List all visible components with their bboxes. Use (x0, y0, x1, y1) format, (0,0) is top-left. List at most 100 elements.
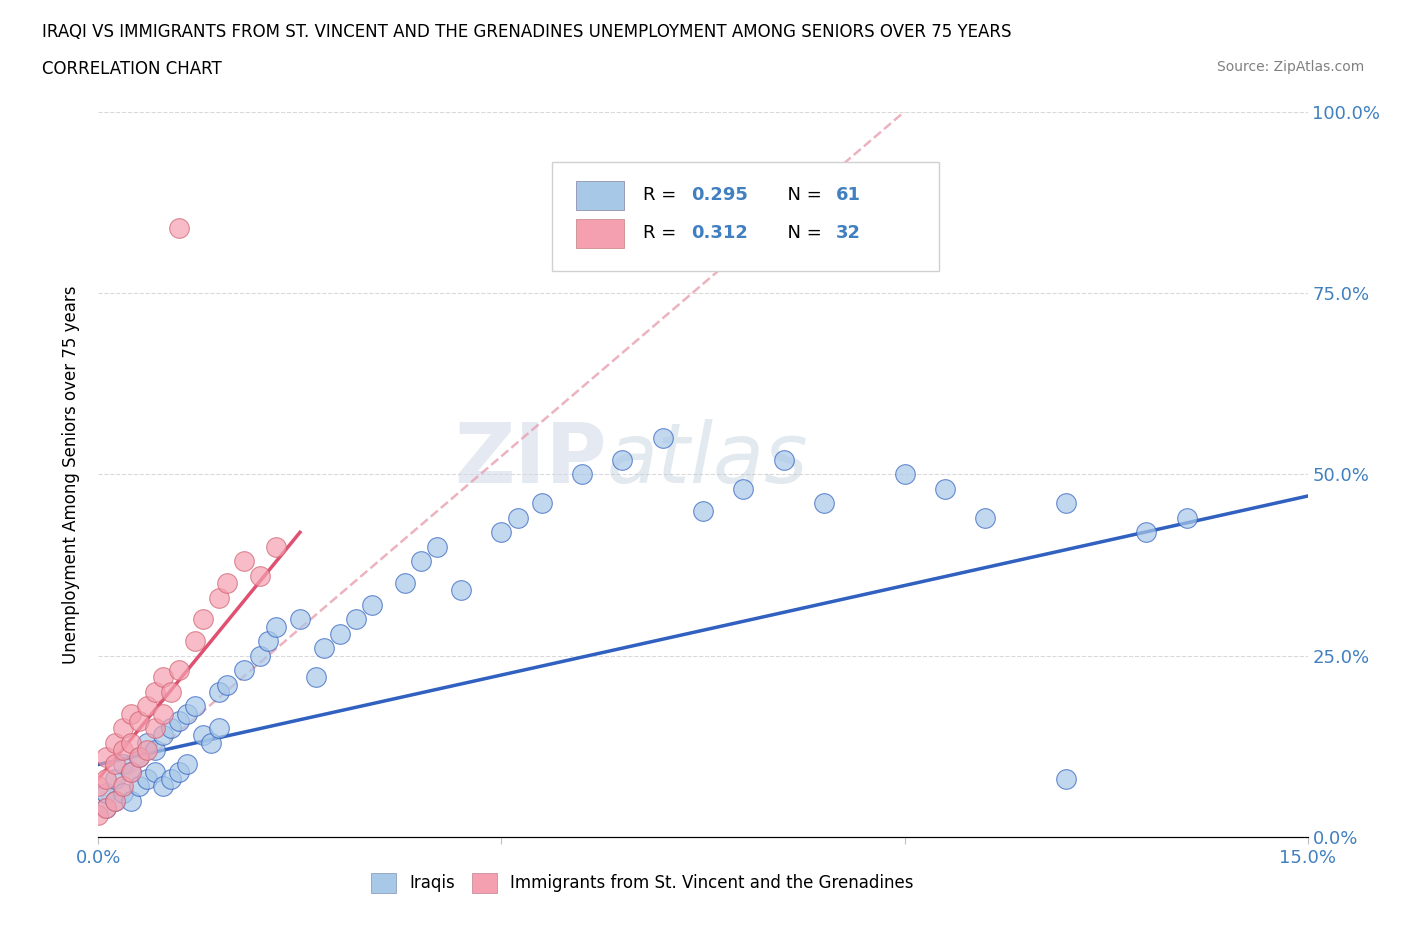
Point (813, 496, 835, 511)
Point (506, 511, 529, 525)
Point (217, 677, 239, 692)
Text: CORRELATION CHART: CORRELATION CHART (42, 60, 222, 78)
Point (426, 539, 449, 554)
Point (120, 706, 142, 721)
Point (1054, 496, 1077, 511)
Point (232, 554, 254, 569)
Point (167, 220, 190, 235)
Point (217, 576, 239, 591)
Text: IRAQI VS IMMIGRANTS FROM ST. VINCENT AND THE GRENADINES UNEMPLOYMENT AMONG SENIO: IRAQI VS IMMIGRANTS FROM ST. VINCENT AND… (42, 23, 1012, 41)
Point (103, 793, 125, 808)
Point (193, 728, 215, 743)
Text: atlas: atlas (606, 419, 808, 500)
Point (167, 663, 190, 678)
Point (249, 568, 271, 583)
Point (288, 612, 311, 627)
Text: 0.312: 0.312 (690, 224, 748, 243)
Point (361, 597, 384, 612)
Point (314, 641, 336, 656)
Point (143, 684, 166, 699)
Point (120, 736, 142, 751)
Point (103, 757, 125, 772)
Point (651, 431, 673, 445)
Point (329, 627, 352, 642)
Point (143, 721, 166, 736)
Text: ZIP: ZIP (454, 419, 606, 500)
FancyBboxPatch shape (576, 180, 624, 209)
Point (612, 452, 634, 467)
FancyBboxPatch shape (576, 219, 624, 248)
Point (160, 772, 183, 787)
Point (344, 612, 367, 627)
Point (96, 801, 118, 816)
Text: R =: R = (643, 224, 682, 243)
Point (772, 452, 794, 467)
Point (111, 757, 134, 772)
Point (128, 750, 150, 764)
Point (450, 583, 472, 598)
Point (530, 496, 553, 511)
Legend: Iraqis, Immigrants from St. Vincent and the Grenadines: Iraqis, Immigrants from St. Vincent and … (363, 864, 922, 901)
Point (934, 482, 956, 497)
Point (143, 764, 166, 779)
Point (167, 764, 190, 779)
Point (974, 511, 997, 525)
Point (193, 612, 215, 627)
Point (87, 778, 110, 793)
Point (176, 757, 198, 772)
Point (409, 554, 432, 569)
FancyBboxPatch shape (551, 163, 939, 272)
Point (152, 706, 174, 721)
Point (249, 648, 271, 663)
Point (103, 772, 125, 787)
Text: R =: R = (643, 186, 682, 204)
Point (256, 633, 278, 648)
Point (87, 808, 110, 823)
Point (571, 467, 593, 482)
Point (160, 684, 183, 699)
Point (491, 525, 513, 539)
Point (176, 706, 198, 721)
Point (128, 778, 150, 793)
Point (305, 670, 328, 684)
Point (264, 619, 287, 634)
Point (103, 736, 125, 751)
Point (135, 742, 157, 757)
Point (394, 576, 416, 591)
Point (111, 786, 134, 801)
Text: N =: N = (776, 224, 827, 243)
Point (264, 539, 287, 554)
Point (893, 467, 915, 482)
Point (184, 699, 207, 714)
Y-axis label: Unemployment Among Seniors over 75 years: Unemployment Among Seniors over 75 years (62, 286, 80, 663)
Point (128, 750, 150, 764)
Point (120, 764, 142, 779)
Point (733, 482, 755, 497)
Point (200, 736, 222, 751)
Point (96, 801, 118, 816)
Point (111, 742, 134, 757)
Point (96, 750, 118, 764)
Text: Source: ZipAtlas.com: Source: ZipAtlas.com (1216, 60, 1364, 74)
Point (135, 699, 157, 714)
Point (184, 633, 207, 648)
Point (232, 663, 254, 678)
Point (160, 721, 183, 736)
Point (1054, 772, 1077, 787)
Point (152, 778, 174, 793)
Point (208, 684, 231, 699)
Point (135, 736, 157, 751)
Text: N =: N = (776, 186, 827, 204)
Point (208, 591, 231, 605)
Point (111, 721, 134, 736)
Point (128, 713, 150, 728)
Text: 32: 32 (837, 224, 860, 243)
Point (208, 721, 231, 736)
Point (167, 713, 190, 728)
Point (1135, 525, 1157, 539)
Point (120, 764, 142, 779)
Point (1175, 511, 1198, 525)
Point (135, 772, 157, 787)
Point (143, 742, 166, 757)
Text: 0.295: 0.295 (690, 186, 748, 204)
